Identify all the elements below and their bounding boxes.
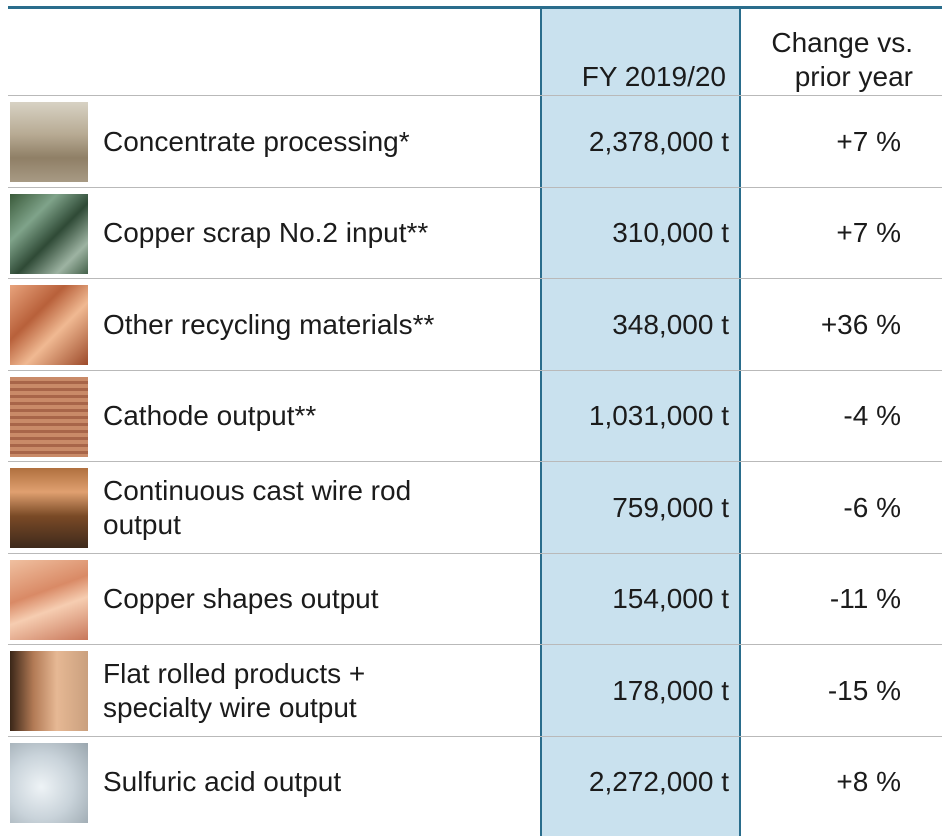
row-value: 154,000 t bbox=[540, 554, 729, 646]
row-value: 2,378,000 t bbox=[540, 96, 729, 188]
value-text: 1,031,000 t bbox=[588, 400, 729, 432]
row-value: 1,031,000 t bbox=[540, 371, 729, 463]
value-text: 2,272,000 t bbox=[588, 766, 729, 798]
label-text: Other recycling materials** bbox=[103, 308, 435, 340]
row-label: Cathode output** bbox=[103, 371, 533, 463]
change-text: +7 % bbox=[836, 125, 901, 157]
highlight-column bbox=[540, 8, 741, 836]
row-label: Flat rolled products + specialty wire out… bbox=[103, 645, 533, 737]
change-text: -4 % bbox=[843, 400, 901, 432]
value-text: 310,000 t bbox=[612, 217, 729, 249]
change-text: -11 % bbox=[829, 583, 901, 615]
label-text: Copper scrap No.2 input** bbox=[103, 217, 429, 249]
row-value: 2,272,000 t bbox=[540, 737, 729, 829]
header-text: Change vs. bbox=[771, 27, 913, 58]
label-text: Sulfuric acid output bbox=[103, 766, 342, 798]
row-change: -4 % bbox=[745, 371, 901, 463]
top-rule bbox=[8, 6, 942, 9]
label-text: Concentrate processing* bbox=[103, 125, 410, 157]
header-text: FY 2019/20 bbox=[581, 61, 726, 92]
row-image bbox=[10, 193, 88, 274]
value-text: 178,000 t bbox=[612, 674, 729, 706]
header-value: FY 2019/20 bbox=[540, 8, 726, 100]
row-label: Continuous cast wire rod output bbox=[103, 462, 533, 554]
row-image bbox=[10, 468, 88, 548]
label-text: Copper shapes output bbox=[103, 583, 379, 615]
value-text: 759,000 t bbox=[612, 491, 729, 523]
row-change: -11 % bbox=[745, 554, 901, 646]
change-text: +7 % bbox=[836, 217, 901, 249]
row-image bbox=[10, 559, 88, 640]
row-label: Copper shapes output bbox=[103, 554, 533, 646]
row-value: 348,000 t bbox=[540, 279, 729, 371]
label-text: Continuous cast wire rod bbox=[103, 474, 412, 506]
value-text: 348,000 t bbox=[612, 308, 729, 340]
value-text: 2,378,000 t bbox=[588, 125, 729, 157]
row-separator bbox=[8, 186, 942, 188]
label-text: specialty wire output bbox=[103, 691, 357, 723]
row-label: Other recycling materials** bbox=[103, 279, 533, 371]
row-image bbox=[10, 102, 88, 182]
header-change: Change vs. prior year bbox=[745, 8, 913, 100]
row-separator bbox=[8, 278, 942, 279]
label-text: Flat rolled products + bbox=[103, 657, 366, 689]
label-text: output bbox=[103, 508, 181, 540]
change-text: +8 % bbox=[836, 766, 901, 798]
row-change: +8 % bbox=[745, 737, 901, 829]
row-change: +36 % bbox=[745, 279, 901, 371]
change-text: -15 % bbox=[827, 674, 901, 706]
row-value: 178,000 t bbox=[540, 645, 729, 737]
change-text: -6 % bbox=[843, 491, 901, 523]
header-text: prior year bbox=[794, 61, 913, 92]
row-change: -6 % bbox=[745, 462, 901, 554]
row-separator bbox=[8, 369, 942, 371]
row-value: 759,000 t bbox=[540, 462, 729, 554]
row-label: Copper scrap No.2 input** bbox=[103, 188, 533, 280]
row-change: +7 % bbox=[745, 188, 901, 280]
value-text: 154,000 t bbox=[612, 583, 729, 615]
row-image bbox=[10, 376, 88, 457]
change-text: +36 % bbox=[820, 308, 901, 340]
row-image bbox=[10, 651, 88, 731]
row-separator bbox=[8, 461, 942, 462]
row-label: Concentrate processing* bbox=[103, 96, 533, 188]
row-value: 310,000 t bbox=[540, 188, 729, 280]
row-separator bbox=[8, 735, 942, 737]
row-image bbox=[10, 285, 88, 365]
row-change: -15 % bbox=[745, 645, 901, 737]
row-change: +7 % bbox=[745, 96, 901, 188]
row-separator bbox=[8, 552, 942, 554]
row-separator bbox=[8, 95, 942, 96]
row-label: Sulfuric acid output bbox=[103, 737, 533, 829]
label-text: Cathode output** bbox=[103, 400, 317, 432]
row-separator bbox=[8, 644, 942, 645]
row-image bbox=[10, 742, 88, 823]
